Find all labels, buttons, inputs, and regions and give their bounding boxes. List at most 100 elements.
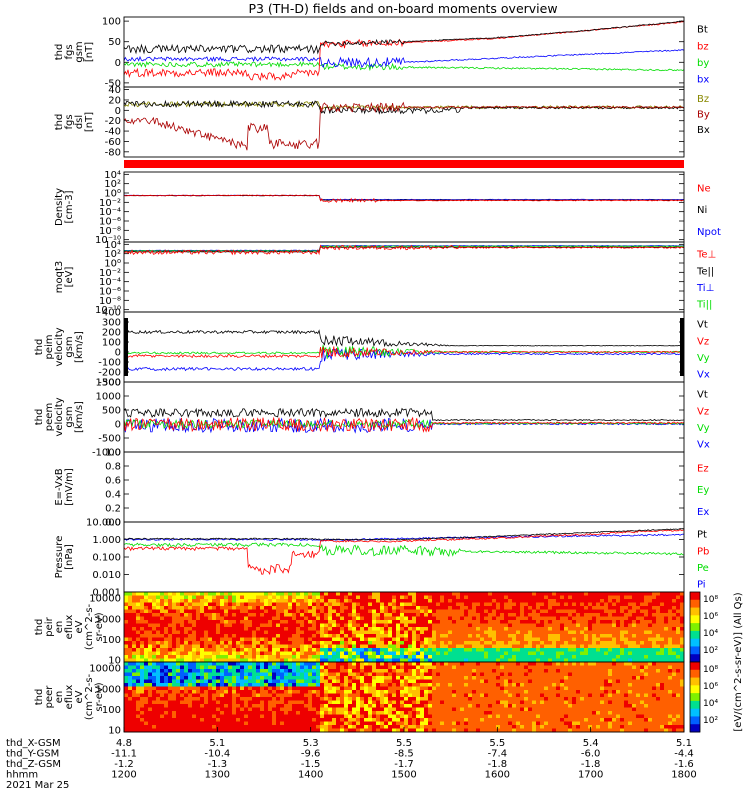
spectrogram-cell: [432, 679, 437, 684]
spectrogram-cell: [548, 599, 553, 603]
spectrogram-cell: [660, 627, 665, 631]
spectrogram-cell: [668, 620, 673, 624]
spectrogram-cell: [328, 595, 333, 600]
legend-ex: Ex: [697, 507, 709, 518]
spectrogram-cell: [292, 658, 297, 663]
spectrogram-cell: [292, 627, 297, 631]
spectrogram-cell: [552, 602, 557, 607]
spectrogram-cell: [300, 595, 305, 600]
spectrogram-cell: [604, 592, 609, 596]
spectrogram-cell: [540, 644, 545, 649]
spectrogram-cell: [228, 662, 233, 666]
spectrogram-cell: [364, 627, 369, 631]
spectrogram-cell: [176, 690, 181, 694]
spectrogram-cell: [264, 714, 269, 719]
spectrogram-cell: [412, 711, 417, 715]
spectrogram-cell: [244, 644, 249, 649]
spectrogram-cell: [184, 630, 189, 635]
spectrogram-cell: [324, 630, 329, 635]
spectrogram-cell: [604, 630, 609, 635]
spectrogram-cell: [468, 613, 473, 617]
spectrogram-cell: [424, 648, 429, 652]
spectrogram-cell: [216, 665, 221, 670]
spectrogram-cell: [188, 592, 193, 596]
spectrogram-cell: [180, 707, 185, 712]
spectrogram-cell: [172, 711, 177, 715]
spectrogram-cell: [260, 651, 265, 656]
spectrogram-cell: [432, 623, 437, 628]
spectrogram-cell: [172, 644, 177, 649]
spectrogram-cell: [308, 693, 313, 698]
spectrogram-cell: [680, 630, 685, 635]
spectrogram-cell: [220, 690, 225, 694]
spectrogram-cell: [392, 707, 397, 712]
spectrogram-cell: [152, 651, 157, 656]
spectrogram-cell: [596, 648, 601, 652]
spectrogram-cell: [148, 592, 153, 596]
spectrogram-cell: [560, 655, 565, 659]
spectrogram-cell: [384, 711, 389, 715]
spectrogram-cell: [324, 592, 329, 596]
spectrogram-cell: [208, 627, 213, 631]
spectrogram-cell: [492, 595, 497, 600]
spectrogram-cell: [288, 651, 293, 656]
spectrogram-cell: [472, 665, 477, 670]
spectrogram-cell: [428, 637, 433, 642]
spectrogram-cell: [652, 616, 657, 621]
ylabel-line: [mV/m]: [64, 468, 75, 506]
spectrogram-cell: [528, 644, 533, 649]
spectrogram-cell: [332, 665, 337, 670]
spectrogram-cell: [316, 620, 321, 624]
spectrogram-cell: [124, 655, 129, 659]
spectrogram-cell: [356, 602, 361, 607]
spectrogram-cell: [256, 669, 261, 673]
spectrogram-cell: [180, 704, 185, 708]
ytick-label: 100: [102, 705, 121, 716]
spectrogram-cell: [464, 711, 469, 715]
spectrogram-cell: [656, 627, 661, 631]
spectrogram-cell: [248, 700, 253, 705]
spectrogram-cell: [268, 704, 273, 708]
spectrogram-cell: [284, 697, 289, 701]
spectrogram-cell: [352, 630, 357, 635]
spectrogram-cell: [272, 609, 277, 614]
spectrogram-cell: [392, 672, 397, 677]
spectrogram-cell: [312, 707, 317, 712]
spectrogram-cell: [196, 637, 201, 642]
spectrogram-cell: [392, 676, 397, 680]
spectrogram-cell: [168, 665, 173, 670]
spectrogram-cell: [340, 602, 345, 607]
spectrogram-cell: [500, 693, 505, 698]
spectrogram-cell: [472, 602, 477, 607]
spectrogram-cell: [408, 616, 413, 621]
spectrogram-cell: [496, 602, 501, 607]
spectrogram-cell: [440, 697, 445, 701]
spectrogram-cell: [148, 637, 153, 642]
spectrogram-cell: [644, 592, 649, 596]
spectrogram-cell: [644, 658, 649, 663]
spectrogram-cell: [640, 648, 645, 652]
spectrogram-cell: [468, 627, 473, 631]
spectrogram-cell: [236, 662, 241, 666]
spectrogram-cell: [464, 599, 469, 603]
spectrogram-cell: [672, 606, 677, 610]
spectrogram-cell: [660, 634, 665, 638]
spectrogram-cell: [492, 592, 497, 596]
spectrogram-cell: [124, 711, 129, 715]
spectrogram-cell: [344, 679, 349, 684]
spectrogram-cell: [384, 595, 389, 600]
spectrogram-cell: [496, 616, 501, 621]
spectrogram-cell: [488, 637, 493, 642]
spectrogram-cell: [248, 592, 253, 596]
spectrogram-cell: [284, 655, 289, 659]
spectrogram-cell: [452, 602, 457, 607]
spectrogram-cell: [216, 634, 221, 638]
spectrogram-cell: [176, 725, 181, 729]
spectrogram-cell: [516, 655, 521, 659]
spectrogram-cell: [664, 602, 669, 607]
spectrogram-cell: [272, 686, 277, 691]
spectrogram-cell: [448, 613, 453, 617]
spectrogram-cell: [424, 714, 429, 719]
spectrogram-cell: [476, 648, 481, 652]
series-pe: [123, 542, 685, 557]
